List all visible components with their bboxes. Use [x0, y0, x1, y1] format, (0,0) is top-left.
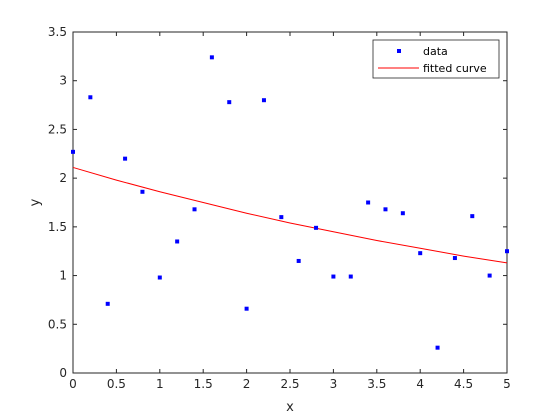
curves — [72, 166, 508, 264]
data-point — [123, 156, 128, 161]
data-point — [279, 215, 284, 220]
x-tick-label: 4.5 — [454, 377, 473, 391]
data-point — [314, 225, 319, 230]
data-point — [296, 258, 301, 263]
axes-box — [72, 31, 508, 374]
data-point — [470, 214, 475, 219]
x-tick-label: 4 — [416, 377, 424, 391]
data-point — [244, 306, 249, 311]
legend-label-data: data — [423, 45, 448, 58]
x-tick-label: 1 — [156, 377, 164, 391]
y-tick-label: 1 — [59, 269, 67, 283]
data-point — [88, 95, 93, 100]
legend-label-fitted-curve: fitted curve — [423, 62, 487, 75]
data-point — [192, 207, 197, 212]
data-point — [487, 273, 492, 278]
y-tick-label: 0.5 — [48, 317, 67, 331]
data-point — [331, 274, 336, 279]
data-point — [140, 189, 145, 194]
legend: data fitted curve — [372, 39, 500, 79]
y-tick-label: 0 — [59, 366, 67, 380]
data-point — [383, 207, 388, 212]
y-tick-label: 2 — [59, 171, 67, 185]
x-tick-label: 1.5 — [194, 377, 213, 391]
data-point — [227, 100, 232, 105]
data-point — [366, 200, 371, 205]
y-tick-label: 1.5 — [48, 220, 67, 234]
x-tick-label: 2 — [243, 377, 251, 391]
x-tick-label: 0.5 — [107, 377, 126, 391]
fitted-curve-line — [72, 166, 508, 264]
x-axis-label: x — [286, 400, 294, 415]
data-point — [209, 55, 214, 60]
data-point — [505, 249, 509, 254]
x-tick-label: 3.5 — [367, 377, 386, 391]
x-tick-label: 2.5 — [280, 377, 299, 391]
data-point — [435, 345, 440, 350]
legend-box — [372, 39, 500, 79]
plot-area: 0 0.5 1 1.5 2 2.5 3 3.5 4 4.5 5 0 0.5 1 1.5 2 2.5 3 3.5 — [48, 25, 511, 391]
y-axis-label: y — [28, 198, 43, 206]
x-tick-label: 3 — [330, 377, 338, 391]
ticks: 0 0.5 1 1.5 2 2.5 3 3.5 4 4.5 5 0 0.5 1 1.5 2 2.5 3 3.5 — [48, 25, 511, 391]
data-point — [157, 275, 162, 280]
data-point — [71, 149, 75, 154]
x-tick-label: 5 — [503, 377, 511, 391]
y-tick-label: 3 — [59, 74, 67, 88]
markers — [71, 55, 509, 350]
data-point — [348, 274, 353, 279]
data-point — [175, 239, 180, 244]
data-point — [105, 301, 110, 306]
data-point — [261, 98, 266, 103]
y-tick-label: 2.5 — [48, 122, 67, 136]
legend-marker-data — [397, 49, 401, 53]
data-point — [418, 251, 423, 256]
data-point — [452, 256, 457, 261]
data-point — [400, 211, 405, 216]
x-tick-label: 0 — [69, 377, 77, 391]
y-tick-label: 3.5 — [48, 25, 67, 39]
